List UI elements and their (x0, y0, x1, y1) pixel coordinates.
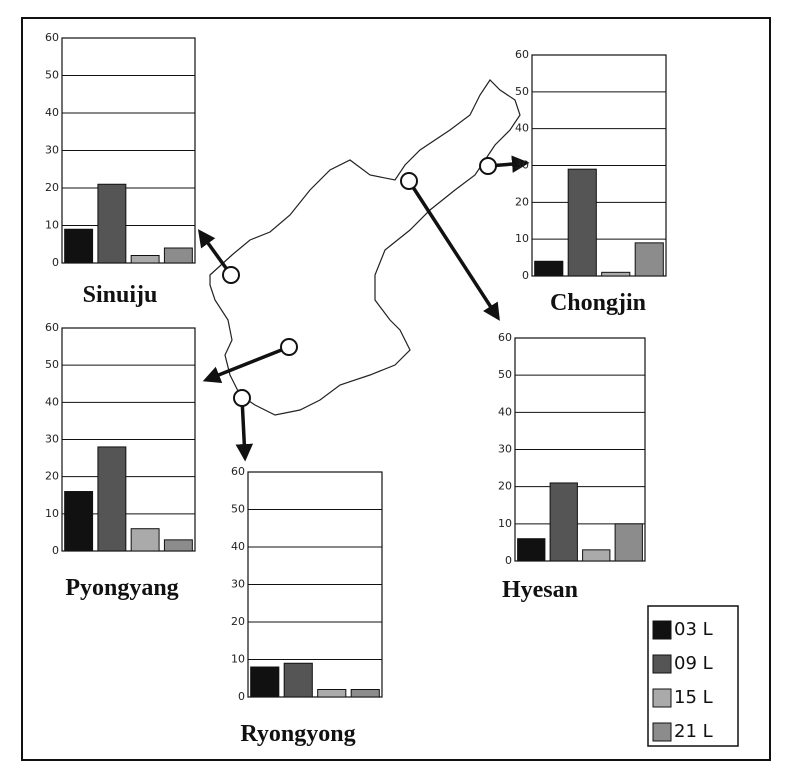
y-tick-label: 10 (515, 232, 529, 245)
legend-label: 09 L (674, 653, 713, 674)
map (197, 79, 530, 462)
y-tick-label: 60 (45, 321, 59, 334)
chart-title: Chongjin (550, 290, 646, 316)
y-tick-label: 50 (515, 85, 529, 98)
y-tick-label: 10 (45, 507, 59, 520)
y-tick-label: 50 (45, 358, 59, 371)
y-tick-label: 0 (52, 256, 59, 269)
y-tick-label: 60 (231, 465, 245, 478)
frame (21, 17, 771, 761)
legend-label: 03 L (674, 619, 713, 640)
bar (317, 689, 347, 698)
bar (130, 528, 160, 552)
bar (601, 271, 631, 277)
legend-label: 15 L (674, 687, 713, 708)
y-tick-label: 40 (45, 106, 59, 119)
y-tick-label: 20 (498, 480, 512, 493)
y-tick-label: 40 (231, 540, 245, 553)
bar (163, 539, 193, 552)
bar (582, 549, 611, 562)
y-tick-label: 20 (515, 195, 529, 208)
y-tick-label: 30 (45, 433, 59, 446)
y-tick-label: 40 (498, 405, 512, 418)
bar (283, 662, 313, 698)
bar (567, 168, 597, 277)
legend-swatch (652, 722, 672, 742)
bar (97, 183, 127, 264)
y-tick-label: 30 (45, 144, 59, 157)
bar (517, 538, 546, 562)
y-tick-label: 0 (52, 544, 59, 557)
arrows (197, 155, 530, 462)
bar (614, 523, 643, 562)
y-tick-label: 30 (515, 159, 529, 172)
y-tick-label: 10 (45, 219, 59, 232)
legend-swatch (652, 688, 672, 708)
legend-swatch (652, 654, 672, 674)
city-markers (222, 157, 497, 407)
y-tick-label: 20 (45, 470, 59, 483)
bar (250, 666, 280, 698)
bar (130, 255, 160, 264)
legend-swatch (652, 620, 672, 640)
y-tick-label: 50 (498, 368, 512, 381)
chart-title: Pyongyang (65, 575, 178, 601)
y-tick-label: 50 (231, 503, 245, 516)
y-tick-label: 20 (231, 615, 245, 628)
bar (549, 482, 578, 562)
bar (350, 689, 380, 698)
y-tick-label: 0 (505, 554, 512, 567)
y-tick-label: 60 (45, 31, 59, 44)
y-tick-label: 10 (231, 653, 245, 666)
y-tick-label: 60 (515, 48, 529, 61)
country-outline (209, 79, 521, 416)
y-tick-label: 40 (515, 122, 529, 135)
chart-title: Sinuiju (83, 282, 158, 308)
y-tick-label: 20 (45, 181, 59, 194)
bar (64, 228, 94, 264)
y-tick-label: 0 (522, 269, 529, 282)
y-tick-label: 60 (498, 331, 512, 344)
chart-title: Hyesan (502, 577, 578, 603)
bar (64, 491, 94, 552)
legend-label: 21 L (674, 721, 713, 742)
y-tick-label: 30 (231, 578, 245, 591)
bar (634, 242, 664, 277)
y-tick-label: 30 (498, 443, 512, 456)
bar (97, 446, 127, 552)
y-tick-label: 50 (45, 69, 59, 82)
bar (534, 260, 564, 277)
y-tick-label: 0 (238, 690, 245, 703)
y-tick-label: 10 (498, 517, 512, 530)
bar (163, 247, 193, 264)
chart-title: Ryongyong (240, 721, 355, 747)
y-tick-label: 40 (45, 395, 59, 408)
